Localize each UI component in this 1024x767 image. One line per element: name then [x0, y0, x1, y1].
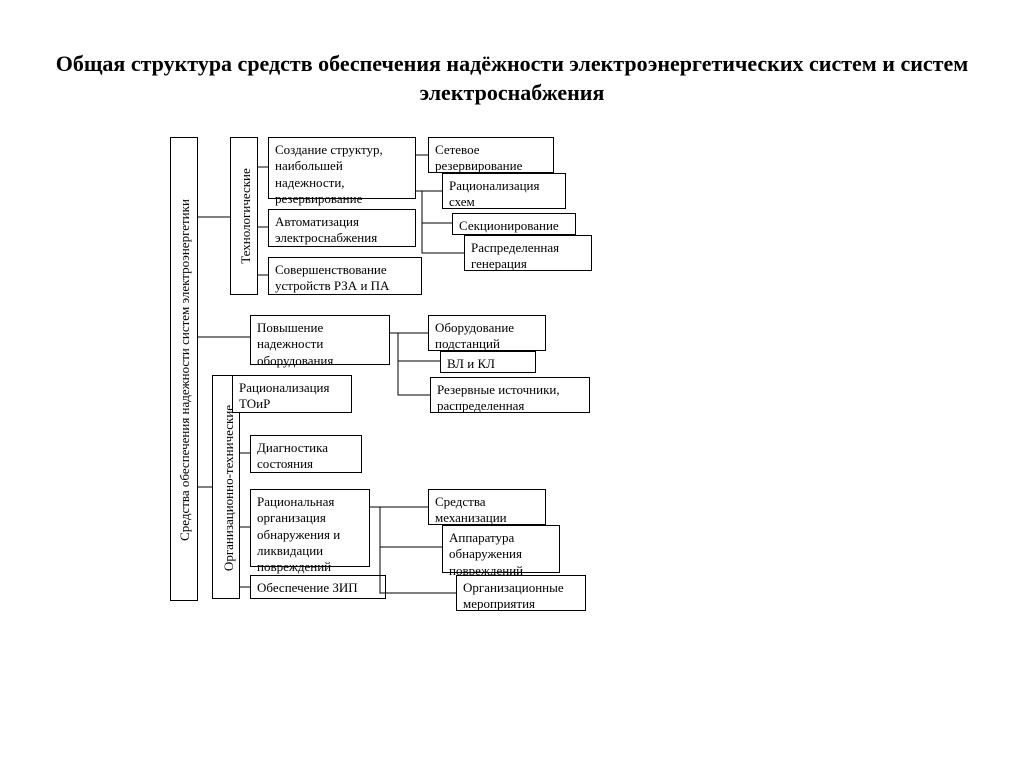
node-r1: Сетевое резервирование: [428, 137, 554, 173]
vlabel-root: Средства обеспечения надежности систем э…: [177, 148, 193, 592]
node-r9: Аппаратура обнаружения повреждений: [442, 525, 560, 573]
node-r5: Оборудование подстанций: [428, 315, 546, 351]
node-r3: Секционирование: [452, 213, 576, 235]
vlabel-group2: Организационно-технические: [221, 386, 237, 590]
node-r10: Организационные мероприятия: [456, 575, 586, 611]
node-r7: Резервные источники, распределенная: [430, 377, 590, 413]
node-n4: Повышение надежности оборудования: [250, 315, 390, 365]
node-n7: Рациональная организация обнаружения и л…: [250, 489, 370, 567]
vbox-group1: Технологические: [230, 137, 258, 295]
node-n5: Рационализация ТОиР: [232, 375, 352, 413]
vlabel-group1: Технологические: [238, 147, 254, 285]
node-n1: Создание структур, наибольшей надежности…: [268, 137, 416, 199]
node-r4: Распределенная генерация: [464, 235, 592, 271]
structure-diagram: Средства обеспечения надежности систем э…: [170, 137, 870, 717]
node-n6: Диагностика состояния: [250, 435, 362, 473]
node-n8: Обеспечение ЗИП: [250, 575, 386, 599]
vbox-root: Средства обеспечения надежности систем э…: [170, 137, 198, 601]
page-title: Общая структура средств обеспечения надё…: [0, 0, 1024, 127]
node-n3: Совершенствование устройств РЗА и ПА: [268, 257, 422, 295]
node-r2: Рационализация схем: [442, 173, 566, 209]
node-n2: Автоматизация электроснабжения: [268, 209, 416, 247]
node-r8: Средства механизации: [428, 489, 546, 525]
node-r6: ВЛ и КЛ: [440, 351, 536, 373]
